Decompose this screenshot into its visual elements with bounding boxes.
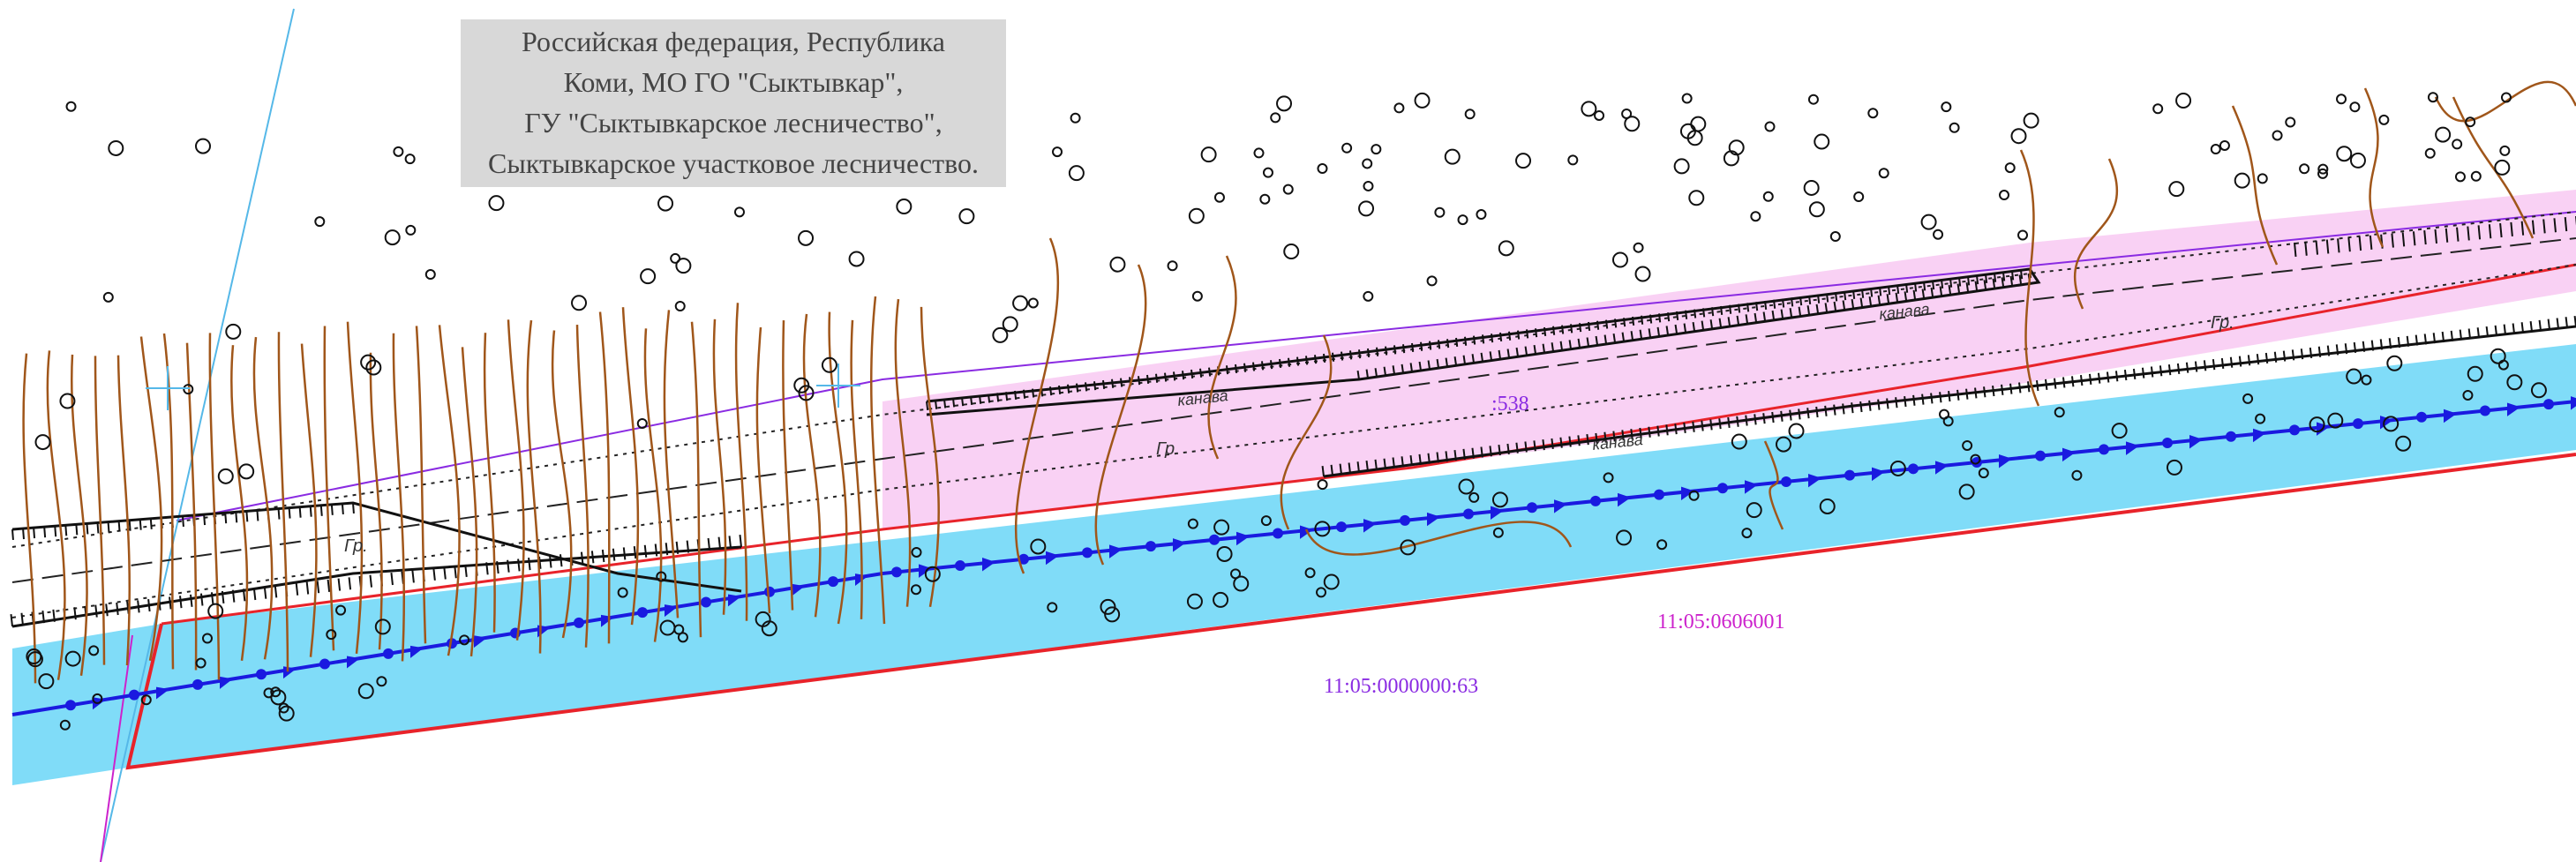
road-edge <box>11 237 2576 583</box>
quarter-number: :538 <box>1491 393 1529 416</box>
ground-label: Гр. <box>344 536 368 556</box>
pipeline-markers <box>65 396 2576 711</box>
location-info-box: Российская федерация, Республика Коми, М… <box>461 19 1006 187</box>
ground-label: Гр. <box>2211 313 2234 333</box>
info-line: Российская федерация, Республика <box>522 26 945 57</box>
boundary-line <box>125 453 2576 770</box>
ground-label: Гр. <box>1156 439 1180 459</box>
info-line: Коми, МО ГО "Сыктывкар", <box>563 66 904 98</box>
road-edge <box>11 264 2576 618</box>
grid-line <box>100 8 295 862</box>
tree-symbols <box>26 92 2547 731</box>
ditch-outline <box>11 545 742 628</box>
boundary-line-top <box>161 263 2576 626</box>
edge-line <box>176 211 2576 521</box>
info-line: Сыктывкарское участковое лесничество. <box>487 147 980 179</box>
cadastral-block-label: 11:05:0606001 <box>1657 611 1784 633</box>
road-area <box>882 190 2576 529</box>
info-line: ГУ "Сыктывкарское лесничество", <box>524 107 943 139</box>
ditch-outline <box>926 267 2041 416</box>
cadastral-parcel-label: 11:05:0000000:63 <box>1324 675 1478 698</box>
grid-cross <box>146 364 860 410</box>
grid-line-magenta <box>100 634 133 862</box>
corridor-area <box>12 344 2576 785</box>
